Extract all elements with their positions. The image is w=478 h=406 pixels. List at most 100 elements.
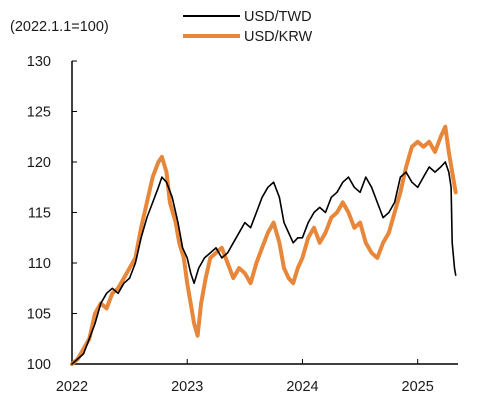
data-point	[88, 338, 90, 340]
data-point	[227, 252, 229, 254]
data-point	[455, 274, 457, 276]
data-point	[140, 227, 142, 229]
data-point	[190, 302, 192, 304]
data-point	[106, 292, 108, 294]
y-tick-label: 130	[27, 54, 51, 70]
data-point	[319, 242, 321, 244]
data-point	[152, 176, 154, 178]
data-point	[283, 222, 285, 224]
data-point	[165, 181, 168, 183]
data-point	[250, 282, 252, 284]
data-point	[94, 323, 96, 325]
data-point	[292, 242, 294, 244]
x-tick-label: 2024	[286, 379, 318, 395]
data-point	[365, 176, 367, 178]
data-point	[288, 232, 290, 234]
plot-area: 100 105 110 115 120 125 130 2022 2023 2024 2025	[27, 54, 458, 395]
data-point	[238, 232, 240, 234]
data-point	[197, 335, 199, 337]
data-point	[111, 287, 113, 289]
data-point	[434, 171, 436, 173]
data-point	[255, 211, 257, 214]
data-point	[301, 237, 303, 239]
data-point	[111, 292, 113, 294]
data-point	[353, 227, 355, 229]
data-point	[307, 237, 309, 239]
data-point	[227, 262, 229, 264]
data-point	[221, 247, 223, 249]
data-point	[313, 227, 315, 229]
data-point	[177, 222, 179, 224]
data-point	[292, 282, 294, 284]
data-point	[165, 171, 168, 173]
data-point	[376, 257, 378, 259]
data-point	[182, 247, 184, 249]
data-point	[178, 242, 180, 244]
data-point	[428, 166, 430, 168]
data-point	[200, 302, 202, 304]
data-point	[161, 176, 163, 178]
data-point	[440, 166, 442, 168]
data-point	[388, 211, 390, 214]
data-point	[330, 196, 332, 198]
data-point	[382, 242, 384, 244]
data-point	[186, 282, 188, 284]
data-point	[209, 252, 211, 254]
data-point	[232, 242, 234, 244]
data-point	[94, 312, 96, 315]
data-point	[250, 227, 252, 229]
data-point	[417, 141, 419, 143]
data-point	[123, 277, 125, 279]
data-point	[399, 191, 401, 193]
data-point	[140, 237, 142, 239]
data-point	[307, 222, 309, 224]
data-point	[129, 277, 131, 279]
data-point	[371, 186, 373, 188]
data-point	[123, 282, 125, 284]
y-ticks: 100 105 110 115 120 125 130	[27, 54, 77, 373]
data-point	[405, 166, 407, 168]
data-point	[453, 267, 456, 269]
data-point	[422, 146, 424, 148]
y-tick-label: 100	[27, 357, 51, 373]
y-tick-label: 120	[27, 155, 51, 171]
data-point	[267, 232, 269, 234]
y-tick-label: 105	[27, 307, 51, 323]
data-point	[411, 146, 413, 148]
data-point	[283, 267, 285, 269]
data-point	[261, 247, 263, 249]
data-point	[394, 201, 396, 203]
data-point	[117, 287, 119, 289]
legend: USD/TWD USD/KRW	[183, 9, 313, 45]
data-point	[411, 181, 413, 183]
data-point	[388, 232, 390, 234]
data-point	[353, 186, 355, 188]
data-point	[232, 277, 234, 279]
data-point	[422, 176, 424, 178]
data-point	[157, 161, 159, 163]
x-tick-label: 2025	[402, 379, 434, 395]
legend-label-usd-twd: USD/TWD	[244, 9, 312, 25]
data-point	[193, 323, 195, 325]
series-usd-krw	[70, 124, 458, 366]
data-point	[71, 363, 73, 365]
x-tick-label: 2022	[56, 379, 88, 395]
data-point	[190, 272, 192, 274]
data-point	[440, 136, 442, 138]
data-point	[193, 282, 195, 284]
data-point	[183, 257, 185, 259]
data-point	[152, 201, 154, 203]
data-point	[273, 222, 275, 224]
data-point	[278, 242, 280, 244]
data-point	[203, 257, 206, 259]
data-point	[324, 232, 327, 234]
data-point	[347, 211, 350, 214]
data-point	[342, 201, 344, 203]
data-point	[448, 171, 450, 173]
data-point	[301, 257, 303, 259]
data-point	[347, 176, 350, 178]
data-point	[171, 196, 173, 198]
data-point	[209, 257, 211, 259]
data-point	[238, 267, 240, 269]
data-point	[244, 272, 246, 274]
